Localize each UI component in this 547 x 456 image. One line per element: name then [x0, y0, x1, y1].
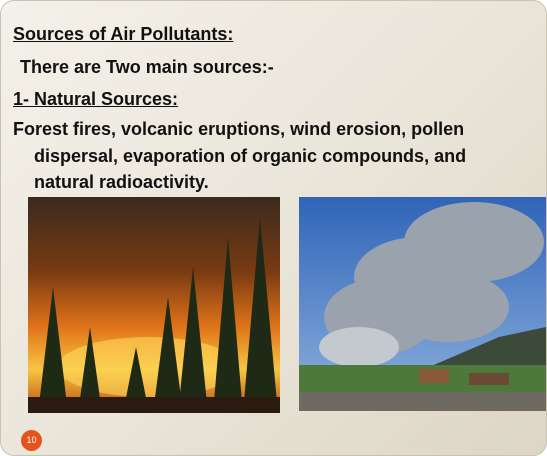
intro: There are Two main sources:-	[20, 57, 274, 78]
body-line: natural radioactivity.	[34, 172, 209, 193]
slide: Sources of Air Pollutants: There are Two…	[0, 0, 547, 456]
title: Sources of Air Pollutants:	[13, 24, 233, 45]
volcano-image	[299, 197, 546, 411]
body-line: dispersal, evaporation of organic compou…	[34, 146, 466, 167]
page-number: 10	[21, 430, 42, 451]
body-line: Forest fires, volcanic eruptions, wind e…	[13, 119, 464, 140]
forest-fire-image	[28, 197, 280, 413]
heading: 1- Natural Sources:	[13, 89, 178, 110]
